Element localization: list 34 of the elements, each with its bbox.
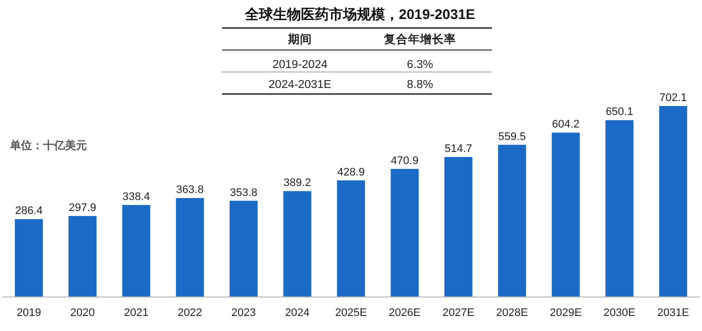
x-tick-label: 2021 bbox=[124, 307, 148, 319]
text: 6.3% bbox=[406, 59, 434, 71]
data-label: 353.8 bbox=[230, 186, 258, 199]
annotation: 单位：十亿美元 bbox=[9, 139, 87, 152]
data-label: 297.9 bbox=[68, 202, 96, 214]
x-tick-label: 2025E bbox=[335, 307, 367, 319]
x-tick-label: 2030E bbox=[604, 307, 636, 319]
data-label: 702.1 bbox=[659, 92, 687, 104]
x-tick-label: 2024 bbox=[285, 307, 310, 319]
x-tick-label: 2028E bbox=[496, 307, 528, 319]
x-tick-label: 2020 bbox=[70, 307, 95, 319]
data-label: 650.1 bbox=[606, 106, 634, 118]
data-label: 470.9 bbox=[390, 154, 418, 167]
x-tick-label: 2022 bbox=[178, 307, 202, 319]
x-tick-label: 2031E bbox=[657, 307, 690, 319]
text: 8.8% bbox=[406, 79, 434, 91]
data-label: 514.7 bbox=[444, 142, 472, 155]
data-label: 389.2 bbox=[284, 177, 312, 190]
x-tick-label: 2029E bbox=[550, 307, 582, 319]
text: 期间 bbox=[287, 32, 312, 46]
title: 全球生物医药市场规模，2019-2031E bbox=[244, 6, 476, 22]
data-label: 286.4 bbox=[15, 205, 43, 218]
text: 2019-2024 bbox=[272, 59, 328, 71]
x-tick-label: 2023 bbox=[231, 307, 256, 319]
text: 复合年增长率 bbox=[383, 32, 456, 46]
data-label: 604.2 bbox=[552, 118, 580, 131]
text: 2024-2031E bbox=[268, 79, 332, 91]
data-label: 363.8 bbox=[176, 184, 204, 196]
x-tick-label: 2019 bbox=[16, 307, 42, 319]
x-tick-label: 2026E bbox=[388, 307, 421, 319]
data-label: 559.5 bbox=[498, 130, 526, 143]
data-label: 338.4 bbox=[122, 190, 150, 203]
x-tick-label: 2027E bbox=[442, 307, 474, 319]
data-label: 428.9 bbox=[337, 166, 365, 178]
